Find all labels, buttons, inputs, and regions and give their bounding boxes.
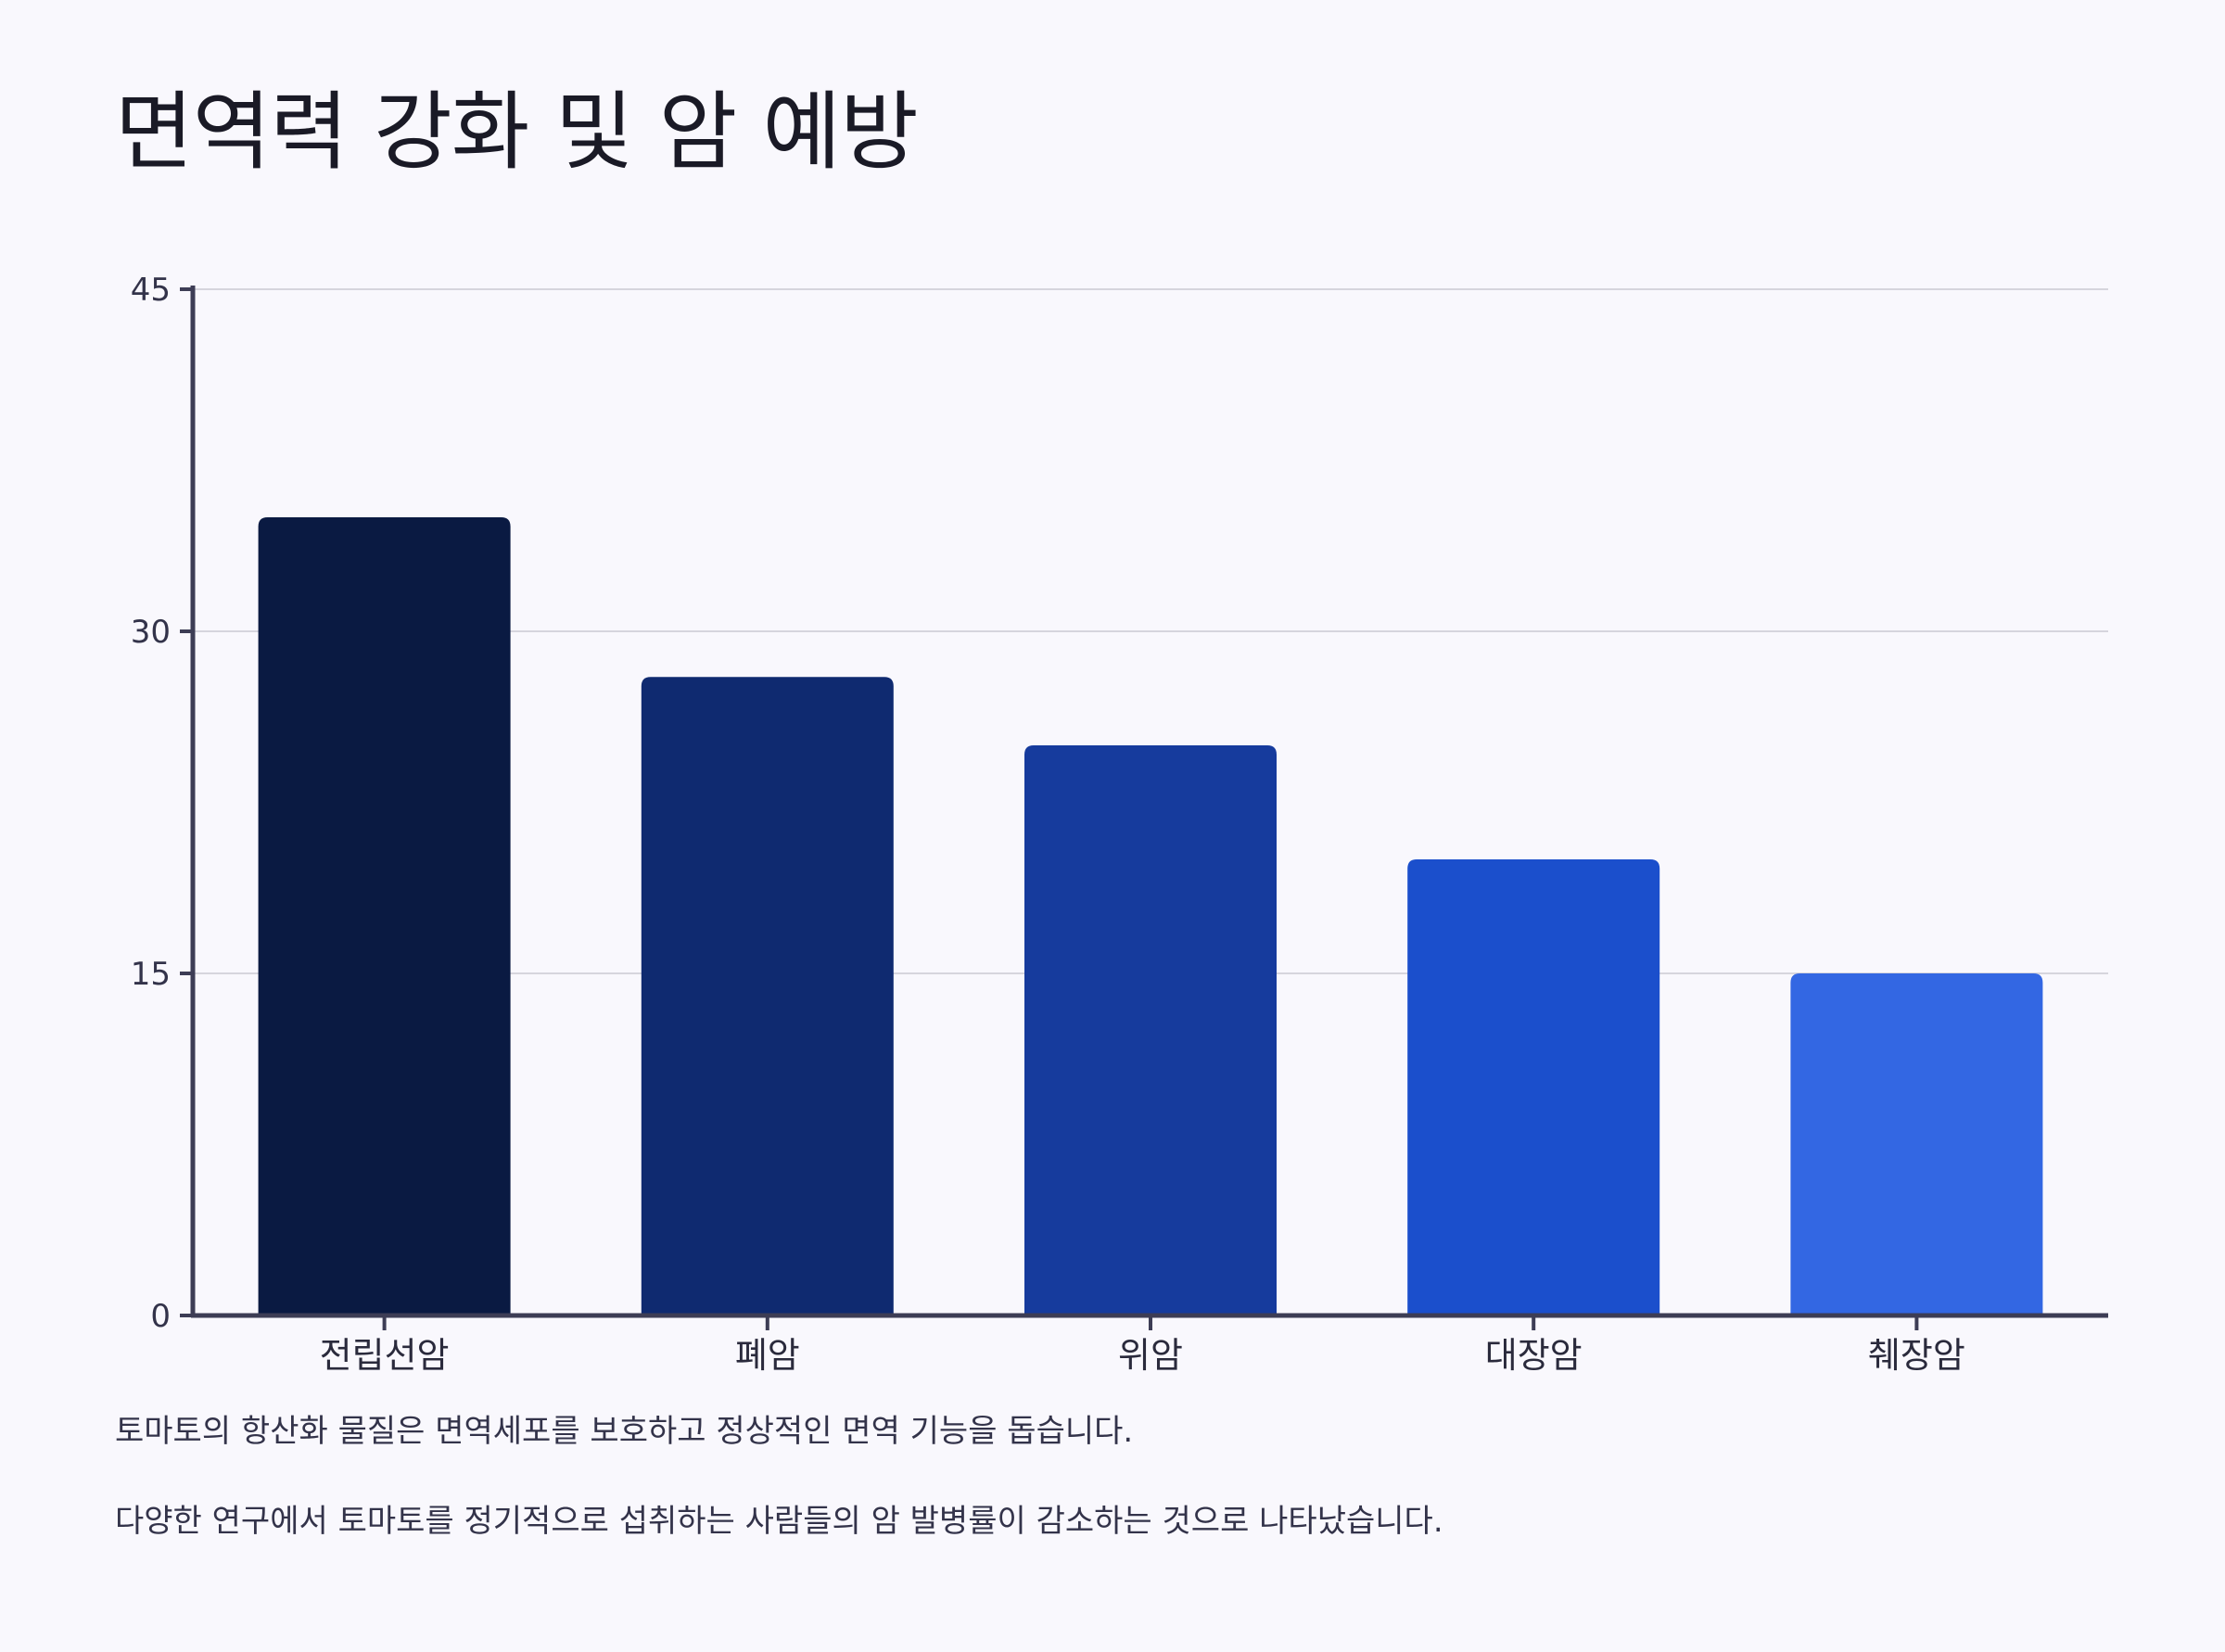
bar-5 [1790, 973, 2043, 1315]
x-tick-label: 폐암 [735, 1335, 800, 1376]
x-tick-label: 대장암 [1485, 1335, 1583, 1376]
note-1: 토마토의 항산화 물질은 면역세포를 보호하고 정상적인 면역 기능을 돕습니다… [115, 1413, 1134, 1450]
y-tick-label: 0 [150, 1298, 171, 1335]
bar-2 [641, 677, 894, 1315]
bar-4 [1407, 859, 1660, 1315]
x-axis-ticks: 전립선암 폐암 위암 대장암 췌장암 [320, 1315, 1965, 1376]
x-tick-label: 전립선암 [320, 1335, 450, 1376]
bars [258, 517, 2043, 1315]
chart-title: 면역력 강화 및 암 예방 [115, 83, 919, 182]
bar-1 [258, 517, 511, 1315]
y-axis-ticks: 0 15 30 45 [131, 272, 193, 1335]
y-tick-label: 45 [131, 272, 171, 309]
y-tick-label: 15 [131, 956, 171, 993]
note-2: 다양한 연구에서 토마토를 정기적으로 섭취하는 사람들의 암 발병률이 감소하… [115, 1502, 1443, 1540]
x-tick-label: 췌장암 [1868, 1335, 1965, 1376]
y-tick-label: 30 [131, 614, 171, 651]
bar-3 [1024, 745, 1277, 1315]
notes: 토마토의 항산화 물질은 면역세포를 보호하고 정상적인 면역 기능을 돕습니다… [115, 1413, 2155, 1593]
x-tick-label: 위암 [1118, 1335, 1183, 1376]
